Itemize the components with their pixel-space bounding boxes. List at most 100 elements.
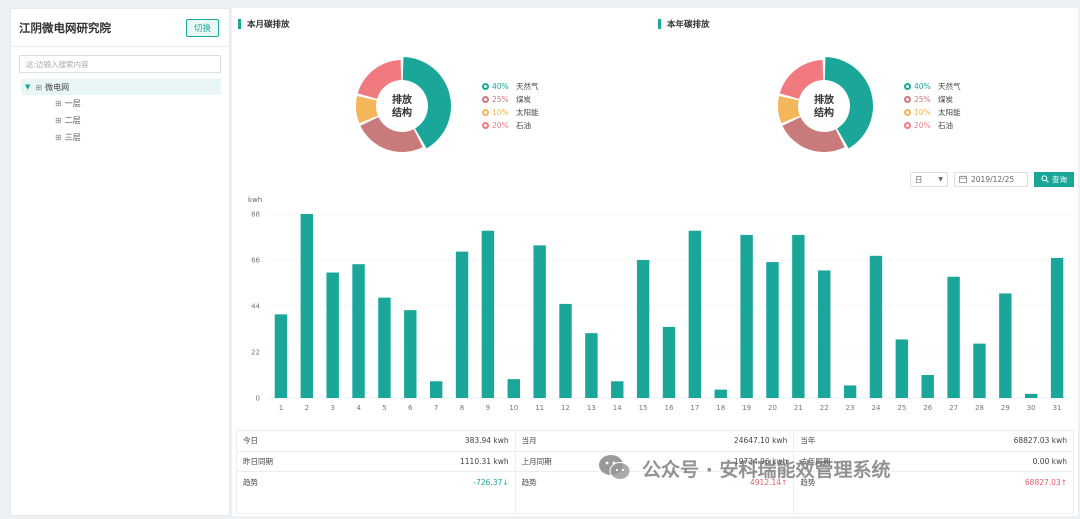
donut-center-line: 排放 [814,95,834,106]
bar-day-28[interactable] [973,343,986,398]
stat-value: 19734.96 kwh [733,456,788,466]
bar-day-30[interactable] [1024,393,1038,398]
donut-center-line: 结构 [814,108,834,119]
legend-marker-icon [904,109,911,116]
x-tick-label: 27 [949,404,958,412]
bar-day-4[interactable] [352,264,365,398]
main-panel: 本月碳排放 本年碳排放 排放 结构 40% 天然气 25% 煤炭 10% 太阳能 20% 石油… [232,8,1078,516]
stat-row: 当月 24647.10 kwh [515,431,794,452]
y-tick-label: 0 [256,395,260,403]
switch-button[interactable]: 切换 [185,18,219,37]
stat-label: 今日 [243,436,258,446]
query-button[interactable]: 查询 [1034,172,1074,187]
sidebar: 江阴微电网研究院 切换 这:边输入搜索内容 ▼ ⊞ 微电网 ⊞ 一层 ⊞ 二层 … [10,8,230,516]
bar-day-10[interactable] [507,379,520,398]
x-tick-label: 3 [330,404,334,412]
bar-day-26[interactable] [921,375,934,398]
tree-node-child[interactable]: ⊞ 三层 [55,129,229,146]
legend-name: 天然气 [516,82,539,91]
legend-marker-icon [482,109,489,116]
x-tick-label: 29 [1001,404,1010,412]
bar-day-20[interactable] [766,262,779,398]
donut-slice-石油 [779,60,824,99]
stat-row: 上月同期 19734.96 kwh [515,452,794,472]
x-tick-label: 22 [820,404,829,412]
legend-marker-icon [904,122,911,129]
tree-node-label: 二层 [64,116,81,125]
bar-day-16[interactable] [662,326,676,398]
tree-node-child[interactable]: ⊞ 一层 [55,95,229,112]
x-tick-label: 26 [923,404,932,412]
legend-percent: 25% [914,95,931,104]
bar-day-2[interactable] [300,214,314,398]
legend-percent: 40% [492,82,509,91]
legend-percent: 10% [492,108,509,117]
caret-down-icon[interactable]: ▼ [25,83,31,91]
bar-day-6[interactable] [404,310,417,398]
legend-name: 煤炭 [938,95,953,104]
x-tick-label: 13 [587,404,596,412]
stat-label: 当月 [521,436,537,446]
bar-day-24[interactable] [869,255,883,398]
bar-day-25[interactable] [895,339,909,398]
y-tick-label: 22 [251,349,260,357]
bar-day-23[interactable] [843,385,857,398]
stat-value: 383.94 kwh [464,436,509,446]
x-tick-label: 11 [535,404,544,412]
stat-row: 今日 383.94 kwh [237,431,515,452]
bar-day-1[interactable] [274,314,288,398]
period-select-value: 日 [915,175,923,184]
stat-label: 趋势 [243,477,258,487]
bar-day-19[interactable] [740,234,753,398]
bar-day-22[interactable] [818,270,831,398]
stat-label: 当年 [800,436,816,446]
bar-day-29[interactable] [999,293,1012,398]
donut-slice-煤炭 [782,117,845,152]
bar-day-12[interactable] [559,303,572,398]
tree-node-root[interactable]: ▼ ⊞ 微电网 [21,79,221,95]
donut-slice-石油 [357,60,402,99]
stat-label: 趋势 [800,477,816,487]
bar-day-9[interactable] [481,230,495,398]
search-input[interactable]: 这:边输入搜索内容 [19,55,221,73]
bar-day-14[interactable] [611,381,624,398]
stat-label: 昨日同期 [243,456,273,466]
stat-value: 68827.03 kwh [1013,436,1067,446]
monthly-title: 本月碳排放 [238,18,290,30]
bar-day-21[interactable] [792,234,805,398]
x-tick-label: 9 [486,404,490,412]
legend-percent: 10% [914,108,931,117]
bar-day-8[interactable] [455,251,469,398]
legend-item: 10% 太阳能 [904,106,961,119]
tree-node-child[interactable]: ⊞ 二层 [55,112,229,129]
daily-emission-chart: kwh 0 22 44 66 88 1 2 3 4 5 6 7 8 9 10 11 12 13 14 15 16 17 18 1… [232,194,1078,424]
stat-value: 68827.03↑ [1024,477,1067,487]
legend-marker-icon [904,96,911,103]
bar-day-31[interactable] [1050,257,1064,398]
date-picker[interactable]: 2019/12/25 [954,172,1028,187]
bar-day-18[interactable] [714,389,727,398]
bar-day-27[interactable] [947,276,960,398]
legend-name: 煤炭 [516,95,531,104]
bar-day-3[interactable] [326,272,339,398]
stat-value: 4912.14↑ [750,477,788,487]
search-icon [1041,174,1049,185]
x-tick-label: 4 [356,404,361,412]
node-icon: ⊞ [35,82,43,92]
x-tick-label: 24 [872,404,881,412]
x-tick-label: 16 [665,404,674,412]
legend-name: 天然气 [938,82,961,91]
bar-day-11[interactable] [533,245,546,398]
x-tick-label: 1 [279,404,283,412]
x-tick-label: 17 [690,404,699,412]
bar-day-17[interactable] [688,230,702,398]
bar-day-5[interactable] [378,297,391,398]
legend-percent: 20% [492,121,509,130]
bar-day-13[interactable] [585,333,598,398]
legend-item: 40% 天然气 [904,80,961,93]
period-select[interactable]: 日 ▼ [910,172,948,187]
bar-day-15[interactable] [636,260,650,398]
tree-node-label: 三层 [64,133,81,142]
bar-day-7[interactable] [429,381,443,398]
